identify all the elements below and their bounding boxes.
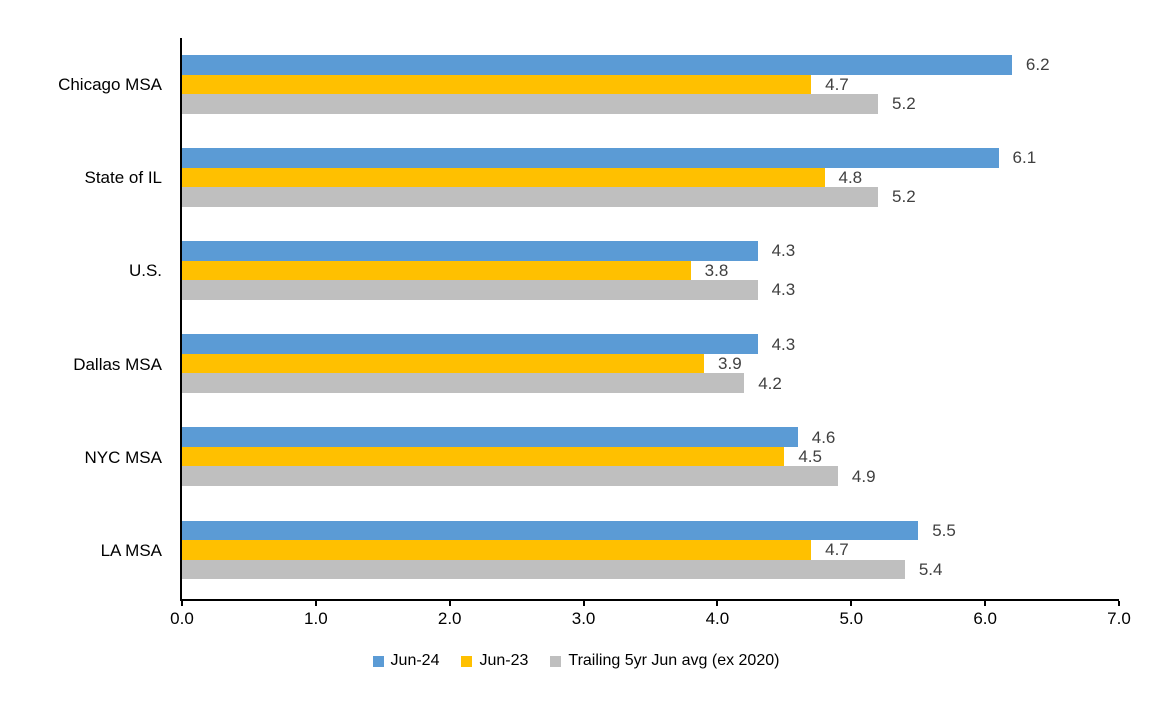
- x-axis-tick: [181, 601, 183, 606]
- bar-row: 5.5: [182, 520, 1119, 540]
- legend-swatch-icon: [550, 655, 562, 667]
- value-label: 3.8: [704, 260, 729, 280]
- value-label: 4.2: [758, 373, 782, 393]
- value-label: 4.8: [838, 167, 863, 187]
- legend-label: Jun-23: [479, 652, 529, 669]
- x-axis-tick: [582, 601, 585, 606]
- category-label-state-of-il: State of IL: [84, 168, 163, 188]
- bar-group-chicago-msa: 6.2 4.7 5.2: [182, 55, 1119, 114]
- value-label: 4.5: [798, 447, 822, 467]
- value-label: 4.9: [851, 466, 876, 486]
- value-label: 4.3: [771, 241, 796, 261]
- value-label: 4.3: [771, 334, 796, 354]
- bar-row: 4.7: [182, 74, 1119, 94]
- bar-jun-24-u-s: [182, 241, 758, 261]
- bar-jun-24-la-msa: [182, 520, 919, 540]
- x-axis-tick: [716, 601, 719, 606]
- bar-row: 4.5: [182, 446, 1119, 467]
- bar-row: 5.4: [182, 559, 1119, 579]
- x-axis-tick-label: 2.0: [437, 609, 462, 628]
- bar-jun-23-la-msa: [182, 540, 812, 560]
- x-axis-tick-label: 3.0: [571, 609, 596, 628]
- bar-group-nyc-msa: 4.6 4.5 4.9: [182, 427, 1119, 486]
- bar-trailing-5yr-jun-avg-ex-2020-la-msa: [182, 559, 905, 579]
- x-axis-tick: [850, 601, 853, 606]
- bar-row: 4.3: [182, 280, 1119, 300]
- bar-jun-24-nyc-msa: [182, 427, 798, 447]
- x-axis-tick-label: 5.0: [839, 609, 864, 628]
- bar-trailing-5yr-jun-avg-ex-2020-u-s: [182, 280, 758, 300]
- legend-item-trailing-5yr-jun-avg-ex-2020: Trailing 5yr Jun avg (ex 2020): [550, 653, 779, 669]
- bar-row: 3.9: [182, 353, 1119, 374]
- bar-jun-23-u-s: [182, 260, 691, 281]
- value-label: 4.3: [771, 280, 796, 300]
- legend: Jun-24 Jun-23 Trailing 5yr Jun avg (ex 202…: [0, 653, 1152, 669]
- bar-jun-24-state-of-il: [182, 148, 999, 168]
- bar-row: 4.9: [182, 466, 1119, 486]
- value-label: 4.7: [825, 74, 849, 94]
- x-axis-tick: [1118, 601, 1120, 606]
- legend-label: Jun-24: [390, 652, 440, 669]
- value-label: 5.5: [932, 520, 956, 540]
- category-label-u-s: U.S.: [128, 261, 162, 281]
- value-label: 4.7: [825, 540, 849, 560]
- bar-row: 4.3: [182, 334, 1119, 354]
- bar-row: 5.2: [182, 94, 1119, 114]
- bar-jun-23-chicago-msa: [182, 74, 812, 94]
- bar-row: 5.2: [182, 187, 1119, 207]
- plot-area: 6.2 4.7 5.2 6.1 4.8 5.2 4.3 3.8 4.3 4.3 3.9 4.2 4.6 4…: [180, 38, 1120, 606]
- bar-row: 4.8: [182, 167, 1119, 188]
- x-axis-tick-label: 0.0: [170, 609, 194, 628]
- bar-row: 4.3: [182, 241, 1119, 261]
- category-label-dallas-msa: Dallas MSA: [73, 354, 162, 374]
- x-axis-tick: [984, 601, 987, 606]
- category-label-chicago-msa: Chicago MSA: [58, 75, 162, 95]
- x-axis-tick-label: 6.0: [973, 609, 997, 628]
- legend-item-jun-23: Jun-23: [461, 653, 528, 669]
- bar-row: 4.6: [182, 427, 1119, 447]
- bar-group-state-of-il: 6.1 4.8 5.2: [182, 148, 1119, 207]
- bar-row: 6.2: [182, 55, 1119, 75]
- x-axis-tick: [314, 601, 317, 606]
- bar-jun-23-nyc-msa: [182, 446, 785, 467]
- bar-trailing-5yr-jun-avg-ex-2020-chicago-msa: [182, 94, 879, 114]
- bar-jun-24-chicago-msa: [182, 55, 1012, 75]
- bar-row: 4.2: [182, 373, 1119, 393]
- value-label: 5.4: [918, 559, 943, 579]
- bar-group-dallas-msa: 4.3 3.9 4.2: [182, 334, 1119, 393]
- category-label-nyc-msa: NYC MSA: [84, 447, 162, 467]
- value-label: 6.2: [1025, 55, 1050, 75]
- value-label: 4.6: [811, 427, 836, 447]
- bar-jun-24-dallas-msa: [182, 334, 758, 354]
- value-label: 5.2: [892, 187, 916, 207]
- x-axis-tick-label: 1.0: [304, 609, 328, 628]
- bar-jun-23-dallas-msa: [182, 353, 705, 374]
- legend-item-jun-24: Jun-24: [372, 652, 440, 669]
- x-axis-tick-label: 7.0: [1107, 609, 1131, 628]
- bar-row: 3.8: [182, 260, 1119, 281]
- value-label: 6.1: [1012, 148, 1037, 168]
- category-label-la-msa: LA MSA: [100, 540, 162, 560]
- bar-trailing-5yr-jun-avg-ex-2020-dallas-msa: [182, 373, 745, 393]
- bar-trailing-5yr-jun-avg-ex-2020-state-of-il: [182, 187, 879, 207]
- bar-group-u-s: 4.3 3.8 4.3: [182, 241, 1119, 300]
- bar-group-la-msa: 5.5 4.7 5.4: [182, 520, 1119, 579]
- x-axis-tick-label: 4.0: [705, 609, 730, 628]
- legend-label: Trailing 5yr Jun avg (ex 2020): [568, 652, 780, 669]
- bar-row: 6.1: [182, 148, 1119, 168]
- bar-trailing-5yr-jun-avg-ex-2020-nyc-msa: [182, 466, 838, 486]
- value-label: 5.2: [892, 94, 916, 114]
- x-axis-tick: [448, 601, 451, 606]
- bar-row: 4.7: [182, 540, 1119, 560]
- legend-swatch-icon: [372, 655, 384, 667]
- legend-swatch-icon: [461, 655, 473, 667]
- bar-jun-23-state-of-il: [182, 167, 825, 188]
- value-label: 3.9: [718, 354, 742, 374]
